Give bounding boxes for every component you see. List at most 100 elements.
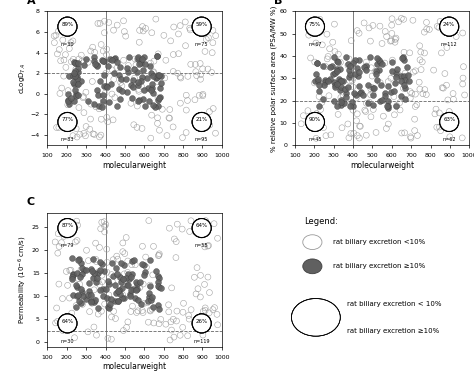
Point: [133, 310, 140, 316]
Point: [172, 255, 180, 261]
Point: [141, 262, 148, 268]
Point: [153, 74, 161, 80]
Point: [105, 99, 113, 105]
Point: [315, 88, 323, 94]
Point: [347, 100, 355, 106]
Point: [345, 74, 353, 80]
Point: [74, 69, 82, 75]
Point: [73, 293, 81, 299]
Point: [366, 54, 374, 60]
Point: [367, 65, 375, 71]
Point: [330, 54, 337, 60]
Point: [142, 61, 149, 67]
Point: [128, 271, 136, 277]
Point: [139, 281, 147, 287]
Point: [149, 102, 156, 108]
Point: [409, 17, 417, 23]
Point: [313, 111, 320, 117]
Point: [126, 276, 133, 282]
Point: [182, 92, 190, 98]
Point: [157, 81, 165, 87]
Point: [99, 102, 107, 108]
Point: [170, 24, 178, 30]
Point: [111, 298, 118, 304]
Point: [342, 54, 350, 60]
Point: [92, 240, 100, 246]
Point: [180, 300, 187, 306]
Point: [131, 56, 139, 62]
Point: [363, 100, 370, 106]
Point: [84, 292, 91, 298]
Point: [401, 130, 409, 136]
Point: [73, 218, 81, 224]
Point: [365, 99, 373, 105]
Point: [107, 81, 114, 87]
Text: rat biliary excretion <10%: rat biliary excretion <10%: [333, 239, 426, 245]
Point: [369, 90, 377, 96]
Point: [460, 64, 467, 70]
Point: [375, 57, 383, 63]
Point: [155, 302, 162, 308]
Point: [120, 295, 128, 301]
X-axis label: molecularweight: molecularweight: [102, 161, 167, 170]
Point: [121, 251, 128, 257]
Point: [98, 308, 105, 314]
Point: [194, 286, 202, 292]
Point: [316, 16, 324, 22]
Point: [135, 297, 142, 303]
Point: [73, 134, 81, 140]
Point: [346, 56, 353, 62]
Point: [372, 70, 380, 76]
Point: [378, 41, 386, 47]
Point: [400, 49, 408, 55]
Point: [400, 16, 408, 22]
Point: [344, 62, 352, 68]
Point: [68, 255, 76, 261]
Point: [110, 70, 118, 76]
Point: [88, 268, 95, 274]
Point: [155, 51, 162, 57]
Point: [406, 50, 413, 56]
Point: [100, 97, 107, 103]
Point: [390, 70, 398, 76]
Point: [82, 267, 90, 273]
Point: [68, 276, 76, 282]
Point: [304, 108, 312, 114]
Point: [337, 102, 345, 108]
Point: [154, 120, 161, 126]
Point: [187, 218, 195, 224]
Point: [72, 304, 80, 310]
Point: [110, 308, 118, 314]
Point: [96, 267, 104, 273]
Point: [92, 104, 100, 110]
Point: [145, 217, 153, 223]
Point: [55, 244, 63, 250]
Point: [60, 226, 68, 232]
Point: [443, 44, 451, 50]
Point: [388, 68, 396, 74]
Point: [200, 308, 207, 314]
Point: [72, 66, 80, 72]
Point: [182, 43, 189, 49]
Point: [208, 69, 216, 75]
Point: [437, 128, 445, 134]
Point: [137, 279, 144, 285]
Point: [193, 265, 201, 271]
Point: [177, 75, 184, 81]
Point: [330, 79, 338, 85]
Point: [140, 54, 148, 60]
Point: [391, 112, 398, 118]
Point: [314, 78, 322, 84]
Point: [415, 79, 423, 85]
Point: [119, 327, 127, 333]
Point: [197, 76, 204, 82]
Point: [411, 128, 419, 134]
Point: [173, 221, 181, 227]
Point: [199, 66, 206, 72]
Point: [417, 49, 425, 55]
Point: [116, 274, 124, 280]
Point: [399, 54, 407, 60]
Point: [135, 88, 143, 94]
Point: [317, 107, 324, 113]
Point: [436, 110, 443, 116]
